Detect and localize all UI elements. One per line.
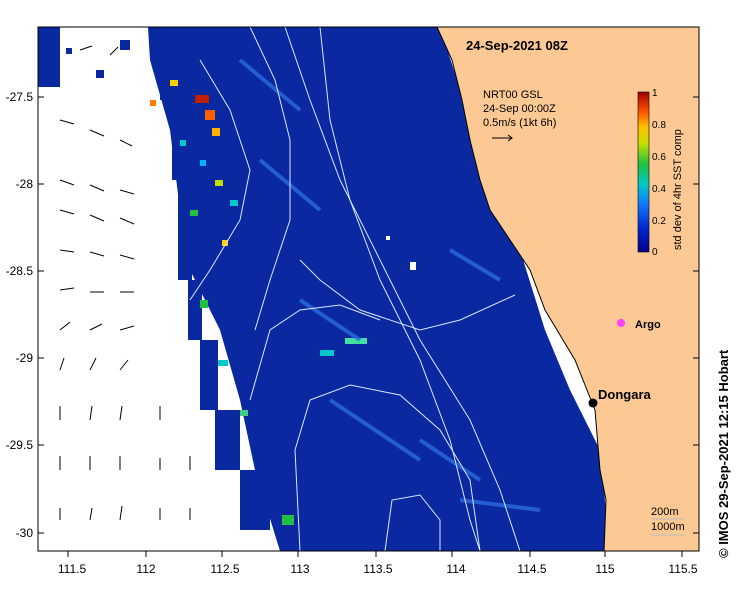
plot-frame bbox=[37, 26, 700, 552]
map-title: 24-Sep-2021 08Z bbox=[466, 38, 568, 53]
argo-marker: Argo bbox=[617, 319, 661, 331]
contour-legend-line: 200m bbox=[651, 506, 679, 518]
y-tick-label: -29 bbox=[16, 351, 34, 365]
x-tick-label: 113.5 bbox=[363, 562, 392, 576]
dongara-label: Dongara bbox=[598, 387, 652, 402]
y-tick-label: -28 bbox=[16, 177, 34, 191]
current-legend-line: NRT00 GSL bbox=[483, 89, 543, 101]
sst-data-region bbox=[148, 27, 610, 551]
colorbar-tick: 0 bbox=[652, 247, 658, 258]
colorbar-tick: 0.8 bbox=[652, 120, 666, 131]
x-tick-label: 115 bbox=[595, 562, 614, 576]
credit-text: © IMOS 29-Sep-2021 12:15 Hobart bbox=[716, 349, 731, 558]
scale-arrow-icon bbox=[492, 134, 513, 142]
town-dot-icon bbox=[588, 398, 598, 408]
current-legend: NRT00 GSL 24-Sep 00:00Z 0.5m/s (1kt 6h) bbox=[483, 89, 556, 142]
colorbar: 1 0.8 0.6 0.4 0.2 0 std dev of 4hr SST c… bbox=[637, 88, 684, 258]
patchy-data-strip bbox=[38, 27, 270, 530]
x-tick-label: 113 bbox=[290, 562, 309, 576]
x-tick-label: 114.5 bbox=[517, 562, 546, 576]
bathymetry-contours bbox=[189, 27, 521, 551]
x-tick-label: 115.5 bbox=[668, 562, 697, 576]
argo-label: Argo bbox=[635, 319, 661, 331]
x-axis: 111.5 112 112.5 113 113.5 114 114.5 115 … bbox=[58, 551, 698, 576]
x-tick-label: 112 bbox=[136, 562, 155, 576]
y-tick-label: -28.5 bbox=[6, 264, 34, 278]
colorbar-tick: 0.6 bbox=[652, 152, 666, 163]
contour-legend-line: 1000m bbox=[651, 521, 685, 533]
y-axis: -27.5 -28 -28.5 -29 -29.5 -30 bbox=[6, 90, 699, 540]
y-tick-label: -30 bbox=[16, 526, 34, 540]
colorbar-tick: 0.2 bbox=[652, 216, 666, 227]
x-tick-label: 114 bbox=[446, 562, 465, 576]
colorbar-tick: 1 bbox=[652, 88, 658, 99]
contour-legend: 200m 1000m bbox=[651, 506, 685, 536]
colorbar-tick: 0.4 bbox=[652, 184, 666, 195]
colorbar-label: std dev of 4hr SST comp bbox=[672, 129, 684, 250]
argo-float-icon bbox=[617, 319, 625, 327]
x-tick-label: 112.5 bbox=[210, 562, 239, 576]
y-tick-label: -29.5 bbox=[6, 438, 34, 452]
colorbar-gradient bbox=[637, 91, 650, 253]
land-mass bbox=[437, 27, 699, 551]
current-legend-line: 0.5m/s (1kt 6h) bbox=[483, 117, 556, 129]
dongara-marker: Dongara bbox=[588, 387, 652, 408]
current-vectors bbox=[59, 45, 191, 521]
x-tick-label: 111.5 bbox=[58, 562, 87, 576]
coastline bbox=[436, 27, 607, 551]
high-variance-pixels bbox=[150, 80, 416, 525]
current-legend-line: 24-Sep 00:00Z bbox=[483, 103, 556, 115]
y-tick-label: -27.5 bbox=[6, 90, 34, 104]
